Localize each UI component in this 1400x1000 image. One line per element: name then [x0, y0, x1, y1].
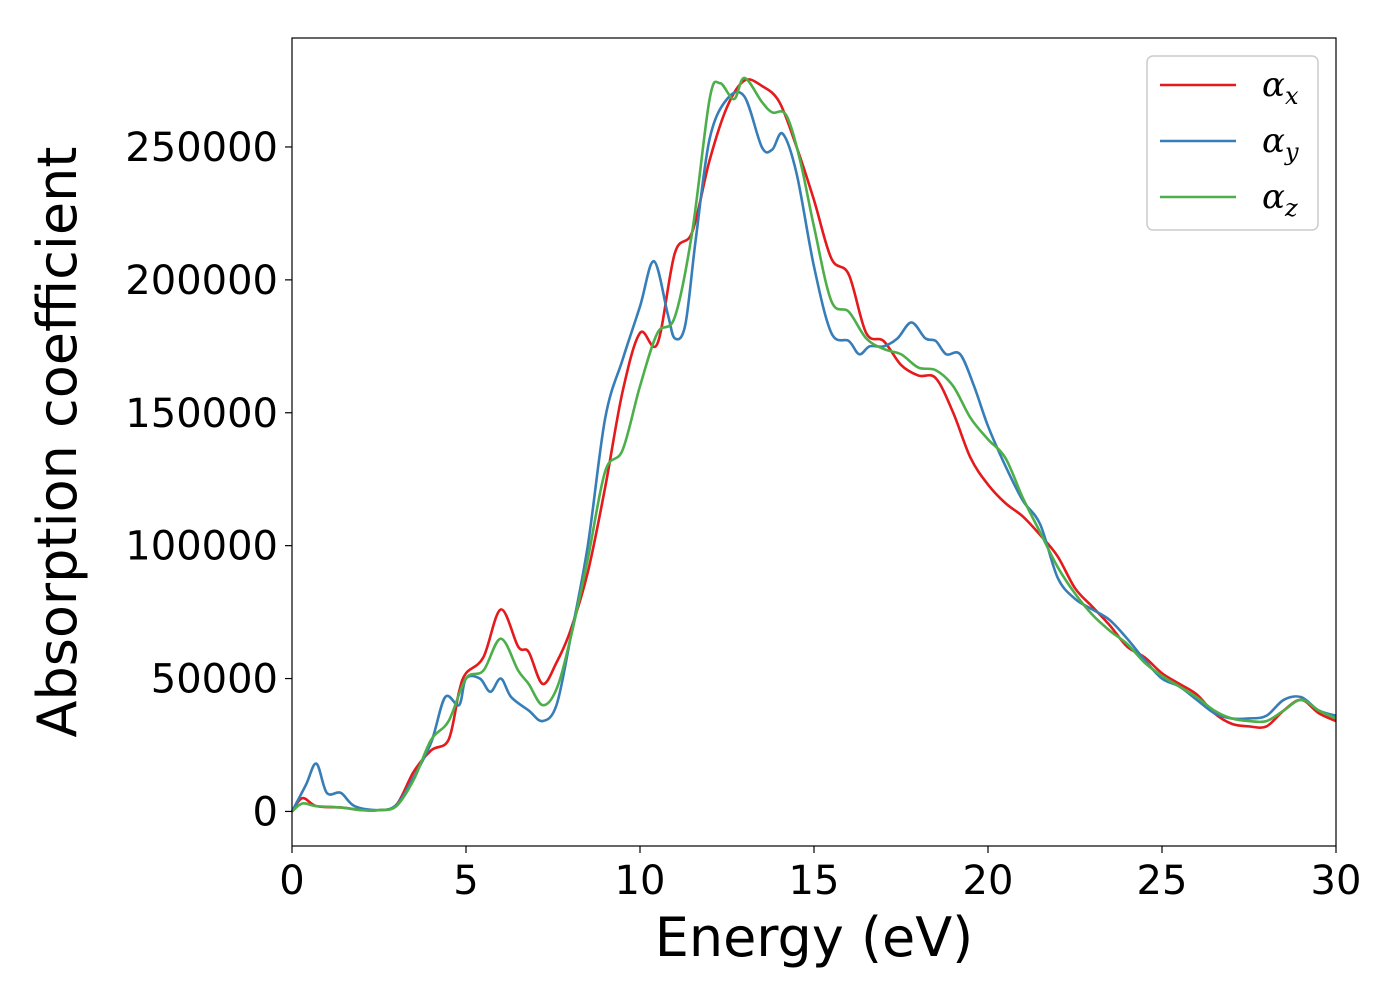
y-tick-label: 150000: [125, 391, 278, 437]
x-tick-label: 15: [789, 858, 840, 904]
x-tick-label: 5: [453, 858, 478, 904]
x-axis-label: Energy (eV): [655, 906, 974, 969]
y-tick-label: 250000: [125, 125, 278, 171]
x-axis: 0 5 10 15 20 25 30: [279, 846, 1361, 904]
y-axis: 0 50000 100000 150000 200000 250000: [125, 125, 292, 835]
x-tick-label: 30: [1311, 858, 1362, 904]
y-axis-label: Absorption coefficient: [26, 147, 89, 738]
series-layer: [290, 76, 1337, 813]
y-tick-label: 100000: [125, 524, 278, 570]
y-tick-label: 50000: [151, 657, 278, 703]
series-line-z: [291, 76, 1337, 813]
x-tick-label: 0: [279, 858, 304, 904]
legend-box: [1146, 55, 1319, 231]
x-tick-label: 10: [615, 858, 666, 904]
x-tick-label: 20: [963, 858, 1014, 904]
y-tick-label: 0: [253, 789, 278, 835]
y-tick-label: 200000: [125, 258, 278, 304]
x-tick-label: 25: [1137, 858, 1188, 904]
